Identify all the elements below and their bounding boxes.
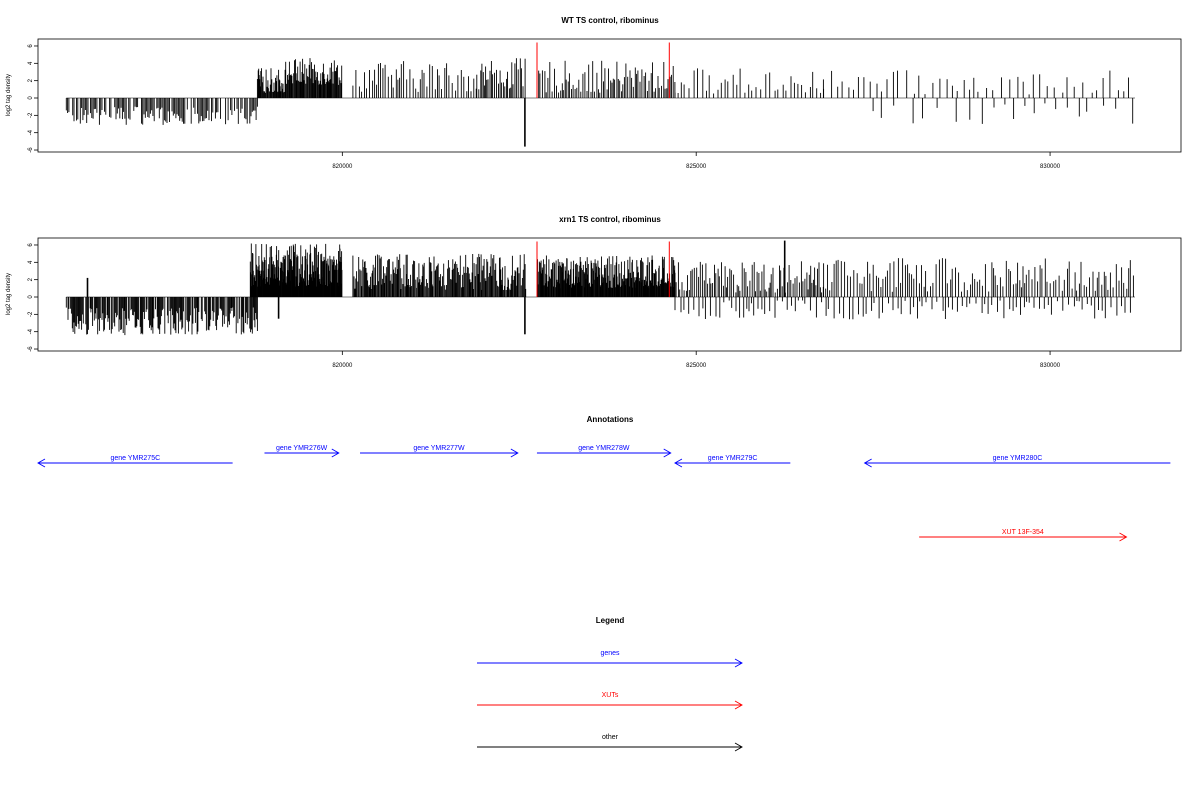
wt-x-tick-label: 820000 <box>332 164 353 170</box>
annotation-arrowhead <box>663 448 672 458</box>
annotation-label: gene YMR280C <box>993 455 1043 462</box>
wt-marker-lines <box>536 42 670 98</box>
wt-y-tick-label: -2 <box>28 112 34 118</box>
annotations-title: Annotations <box>587 415 634 424</box>
annotation-label: XUT 13F-354 <box>1002 529 1044 536</box>
annotation-label: gene YMR278W <box>578 445 630 452</box>
wt-y-axis-label: log2 tag density <box>6 74 12 116</box>
legend-arrowhead <box>734 658 743 668</box>
legend: Legend genes XUTs other <box>477 616 743 752</box>
wt-y-tick-label: 2 <box>28 78 34 82</box>
annotations-track: Annotations gene YMR275C gene YMR276W gene… <box>37 415 1171 542</box>
annotation-arrowhead <box>674 458 683 468</box>
xrn1-y-tick-label: -2 <box>28 311 34 317</box>
annotation-label: gene YMR276W <box>276 445 328 452</box>
wt-x-axis: 820000 825000 830000 <box>332 152 1061 170</box>
xrn1-y-tick-label: 2 <box>28 277 34 281</box>
xrn1-y-tick-label: -4 <box>28 328 34 334</box>
annotation-feature: gene YMR278W <box>536 445 672 458</box>
annotation-feature: gene YMR279C <box>674 455 791 468</box>
legend-item-other: other <box>477 734 743 752</box>
xrn1-y-axis-label: log2 tag density <box>6 273 12 315</box>
wt-density-panel: WT TS control, ribominus log2 tag densit… <box>6 16 1182 170</box>
legend-item-genes: genes <box>477 650 743 668</box>
wt-x-tick-label: 830000 <box>1040 164 1061 170</box>
annotation-label: gene YMR279C <box>708 455 758 462</box>
annotation-label: gene YMR277W <box>413 445 465 452</box>
wt-x-tick-label: 825000 <box>686 164 707 170</box>
legend-arrowhead <box>734 742 743 752</box>
legend-arrowhead <box>734 700 743 710</box>
annotation-arrowhead <box>1119 532 1128 542</box>
annotation-arrowhead <box>331 448 340 458</box>
xrn1-marker-lines <box>536 241 670 297</box>
wt-y-tick-label: 4 <box>28 61 34 65</box>
annotation-feature: gene YMR280C <box>863 455 1171 468</box>
xrn1-y-axis: -6 -4 -2 0 2 4 6 <box>28 243 38 352</box>
legend-label: other <box>602 734 619 741</box>
xrn1-x-tick-label: 820000 <box>332 363 353 369</box>
xrn1-y-tick-label: 6 <box>28 243 34 247</box>
legend-label: genes <box>600 650 620 657</box>
wt-density-bars <box>65 58 1135 147</box>
xrn1-panel-title: xrn1 TS control, ribominus <box>559 215 661 224</box>
annotation-feature: gene YMR277W <box>360 445 519 458</box>
xrn1-x-tick-label: 830000 <box>1040 363 1061 369</box>
annotation-arrowhead <box>37 458 46 468</box>
annotation-feature: XUT 13F-354 <box>919 529 1128 542</box>
legend-item-xuts: XUTs <box>477 692 743 710</box>
xrn1-x-axis: 820000 825000 830000 <box>332 351 1061 369</box>
wt-plot-frame <box>37 38 1182 153</box>
legend-label: XUTs <box>602 692 619 699</box>
wt-panel-title: WT TS control, ribominus <box>561 16 659 25</box>
xrn1-density-bars <box>65 240 1135 336</box>
wt-y-tick-label: -4 <box>28 129 34 135</box>
wt-y-tick-label: 6 <box>28 44 34 48</box>
xrn1-y-tick-label: 4 <box>28 260 34 264</box>
xrn1-y-tick-label: 0 <box>28 295 34 299</box>
xrn1-y-tick-label: -6 <box>28 346 34 352</box>
annotation-label: gene YMR275C <box>110 455 160 462</box>
xrn1-density-panel: xrn1 TS control, ribominus log2 tag dens… <box>6 215 1182 369</box>
xrn1-plot-frame <box>37 237 1182 352</box>
annotation-feature: gene YMR275C <box>37 455 233 468</box>
wt-y-tick-label: 0 <box>28 96 34 100</box>
wt-y-tick-label: -6 <box>28 147 34 153</box>
annotation-arrowhead <box>510 448 519 458</box>
annotation-arrowhead <box>863 458 872 468</box>
annotation-feature: gene YMR276W <box>264 445 340 458</box>
wt-y-axis: -6 -4 -2 0 2 4 6 <box>28 44 38 153</box>
xrn1-x-tick-label: 825000 <box>686 363 707 369</box>
legend-title: Legend <box>596 616 625 625</box>
